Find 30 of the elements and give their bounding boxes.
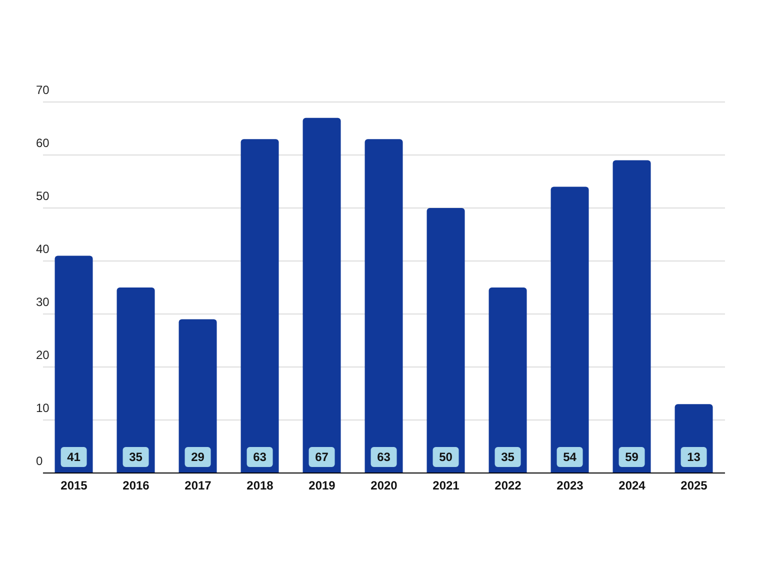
x-tick-label: 2021 (432, 478, 460, 493)
data-label: 13 (687, 450, 701, 464)
data-label: 29 (191, 450, 205, 464)
data-label: 35 (501, 450, 515, 464)
x-tick-label: 2020 (370, 478, 398, 493)
data-label: 63 (377, 450, 391, 464)
data-label: 59 (625, 450, 639, 464)
y-tick-label: 50 (36, 189, 50, 203)
data-label: 67 (315, 450, 329, 464)
y-tick-label: 30 (36, 295, 50, 309)
data-label: 50 (439, 450, 453, 464)
data-label: 54 (563, 450, 577, 464)
data-label: 35 (129, 450, 143, 464)
data-label: 41 (67, 450, 81, 464)
x-tick-label: 2024 (618, 478, 646, 493)
y-tick-label: 20 (36, 348, 50, 362)
x-tick-label: 2019 (308, 478, 336, 493)
y-tick-label: 70 (36, 83, 50, 97)
y-tick-label: 0 (36, 454, 43, 468)
y-tick-label: 10 (36, 401, 50, 415)
x-tick-label: 2018 (246, 478, 274, 493)
y-tick-label: 60 (36, 136, 50, 150)
y-tick-label: 40 (36, 242, 50, 256)
x-tick-label: 2022 (494, 478, 522, 493)
x-tick-label: 2016 (122, 478, 150, 493)
x-tick-label: 2017 (184, 478, 212, 493)
x-tick-label: 2015 (60, 478, 88, 493)
x-tick-label: 2023 (556, 478, 584, 493)
data-label: 63 (253, 450, 267, 464)
x-tick-label: 2025 (680, 478, 708, 493)
